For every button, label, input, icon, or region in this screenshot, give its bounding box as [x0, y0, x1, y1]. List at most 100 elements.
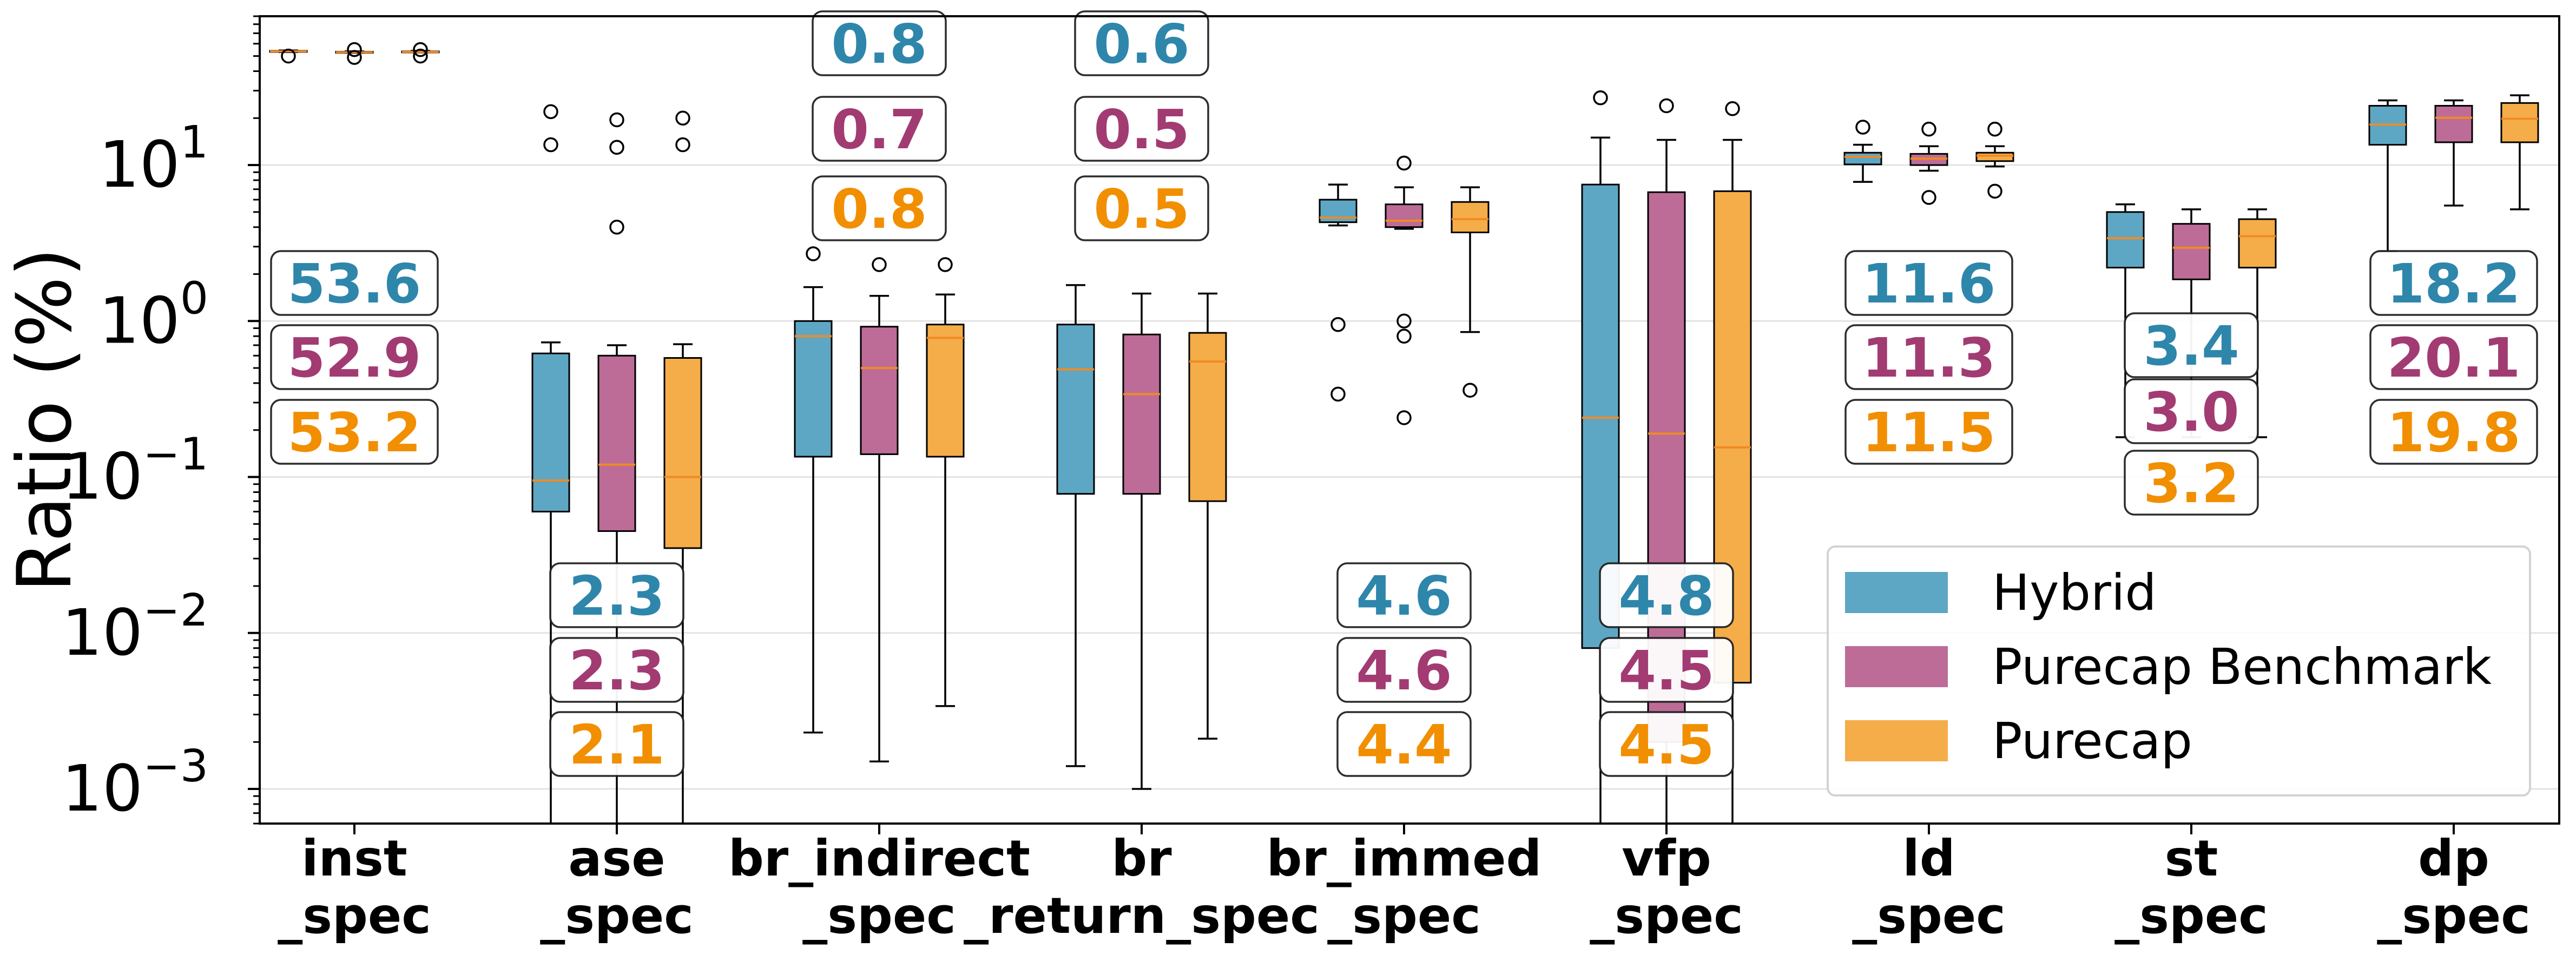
- flier-0: [1462, 383, 1478, 398]
- box-body: [2238, 218, 2277, 269]
- flier-0: [1725, 101, 1740, 116]
- annotation-text: 52.9: [288, 326, 421, 390]
- annotation-box: [270, 324, 439, 390]
- annotation-box: [1599, 711, 1734, 777]
- legend-label-2: Purecap: [1992, 712, 2192, 770]
- box-1-4: [1385, 155, 1424, 425]
- flier-0: [609, 220, 624, 235]
- box-2-6: [1975, 121, 2014, 199]
- flier-3: [1396, 410, 1412, 425]
- flier-1: [675, 110, 690, 126]
- legend-swatch-2: [1845, 720, 1948, 761]
- median-annotation-0-1: 2.3: [549, 562, 684, 628]
- y-tick-exponent-3: −2: [143, 585, 208, 636]
- box-0-0: [269, 48, 308, 64]
- box-body: [1385, 203, 1424, 228]
- annotation-text: 20.1: [2387, 326, 2521, 390]
- annotation-box: [2369, 399, 2538, 465]
- box-2-7: [2238, 208, 2277, 438]
- box-0-8: [2368, 99, 2407, 253]
- annotation-box: [1336, 562, 1472, 628]
- median-annotation-2-6: 11.5: [1844, 399, 2013, 465]
- flier-0: [872, 257, 887, 272]
- annotation-box: [1844, 324, 2013, 390]
- box-0-6: [1843, 120, 1882, 183]
- category-label-line2-8: _spec: [2377, 887, 2531, 945]
- box-body: [1843, 152, 1882, 166]
- category-label-line1-2: br_indirect: [728, 830, 1030, 887]
- annotation-text: 0.8: [831, 12, 927, 76]
- box-0-3: [1056, 284, 1095, 767]
- median-annotation-1-8: 20.1: [2369, 324, 2538, 390]
- legend-swatch-1: [1845, 646, 1948, 687]
- y-tick-label-2: 10−1: [62, 429, 208, 514]
- median-annotation-2-0: 53.2: [270, 399, 439, 465]
- y-tick-base-1: 10: [99, 283, 180, 358]
- category-label-line1-6: ld: [1902, 830, 1955, 887]
- annotation-box: [270, 399, 439, 465]
- median-annotation-1-3: 0.5: [1074, 96, 1209, 162]
- box-body: [531, 352, 570, 513]
- annotation-text: 2.3: [569, 564, 664, 628]
- box-body: [2434, 104, 2473, 143]
- y-tick-exponent-0: 1: [180, 117, 208, 168]
- annotation-box: [2369, 324, 2538, 390]
- annotation-text: 53.6: [288, 252, 421, 315]
- flier-1: [347, 42, 362, 57]
- median-annotation-0-2: 0.8: [812, 10, 947, 76]
- annotation-box: [1336, 637, 1472, 703]
- annotation-text: 0.6: [1093, 12, 1189, 76]
- annotation-text: 4.6: [1356, 564, 1452, 628]
- median-annotation-1-1: 2.3: [549, 637, 684, 703]
- box-body: [1319, 199, 1358, 223]
- median-annotation-1-2: 0.7: [812, 96, 947, 162]
- annotation-text: 3.4: [2143, 314, 2239, 378]
- legend: Hybrid Purecap Benchmark Purecap: [1827, 545, 2531, 797]
- category-label-line2-6: _spec: [1852, 887, 2006, 945]
- annotation-box: [2124, 450, 2259, 516]
- annotation-box: [1074, 175, 1209, 241]
- median-annotation-2-8: 19.8: [2369, 399, 2538, 465]
- median-annotation-2-5: 4.5: [1599, 711, 1734, 777]
- category-label-line1-8: dp: [2418, 830, 2489, 887]
- box-2-2: [926, 257, 965, 707]
- box-body: [2172, 223, 2211, 280]
- box-2-4: [1451, 186, 1490, 398]
- category-label-line2-4: _spec: [1327, 887, 1481, 945]
- annotation-box: [1599, 637, 1734, 703]
- box-body: [1975, 152, 2014, 162]
- median-annotation-0-3: 0.6: [1074, 10, 1209, 76]
- annotation-box: [1074, 96, 1209, 162]
- median-annotation-0-7: 3.4: [2124, 312, 2259, 378]
- y-tick-exponent-1: 0: [180, 273, 208, 324]
- median-annotation-0-6: 11.6: [1844, 250, 2013, 316]
- flier-0: [675, 137, 690, 153]
- box-1-8: [2434, 99, 2473, 207]
- category-label-line1-7: st: [2165, 830, 2218, 887]
- category-label-line2-0: _spec: [278, 887, 431, 945]
- annotation-text: 3.0: [2143, 380, 2239, 444]
- median-annotation-0-0: 53.6: [270, 250, 439, 316]
- legend-frame: [1827, 545, 2531, 797]
- labels-layer: 53.6 52.9 53.2 2.3 2.3 2.1 0.8 0.7 0.8 0.6 0.5 0.5 4…: [270, 10, 2538, 777]
- box-2-1: [663, 110, 702, 824]
- annotation-box: [1074, 10, 1209, 76]
- flier-0: [347, 50, 362, 65]
- annotation-text: 3.2: [2143, 452, 2239, 515]
- category-label-line1-4: br_immed: [1267, 830, 1542, 887]
- median-annotation-2-7: 3.2: [2124, 450, 2259, 516]
- y-tick-base-2: 10: [62, 439, 143, 514]
- annotation-text: 0.5: [1093, 177, 1189, 241]
- flier-2: [609, 112, 624, 128]
- box-1-2: [860, 257, 899, 763]
- box-body: [926, 324, 965, 458]
- category-label-line2-1: _spec: [540, 887, 694, 945]
- median-annotation-1-5: 4.5: [1599, 637, 1734, 703]
- annotation-box: [1844, 399, 2013, 465]
- annotation-box: [549, 562, 684, 628]
- box-body: [2500, 102, 2539, 143]
- category-label-line2-2: _spec: [802, 887, 956, 945]
- flier-1: [609, 140, 624, 155]
- y-tick-label-1: 100: [99, 273, 208, 358]
